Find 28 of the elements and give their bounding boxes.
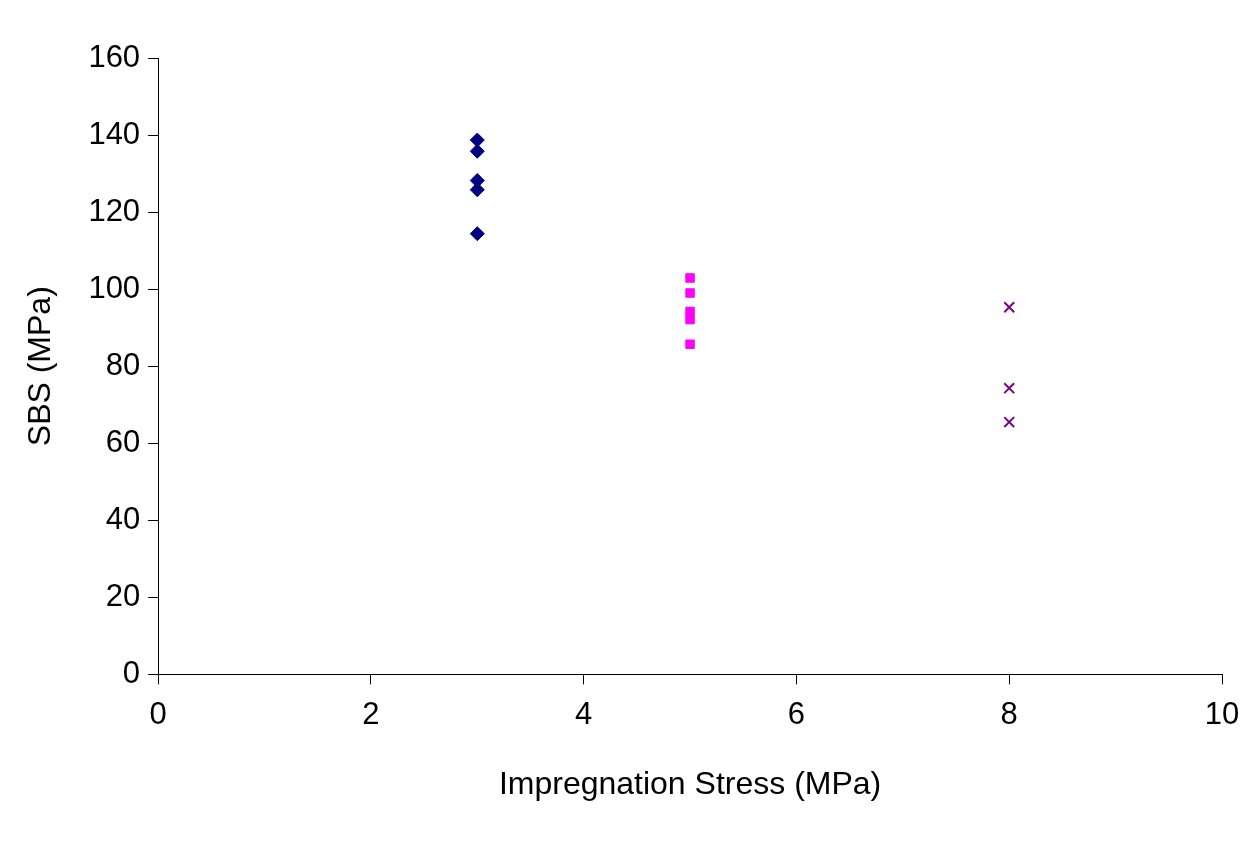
y-tick-label: 100: [88, 269, 141, 305]
y-tick-label: 0: [122, 654, 141, 690]
y-tick-label: 60: [105, 423, 141, 459]
y-tick-label: 140: [88, 115, 141, 151]
point: [1003, 301, 1016, 314]
point: [685, 288, 695, 298]
y-tick-label: 40: [105, 500, 141, 536]
x-tick-label: 6: [787, 695, 806, 731]
point: [685, 273, 695, 283]
x-tick-label: 8: [1000, 695, 1018, 731]
point: [685, 306, 695, 317]
point: [1003, 382, 1016, 395]
x-tick-label: 10: [1204, 695, 1240, 731]
point: [685, 339, 695, 349]
x-tick-label: 2: [362, 695, 380, 731]
y-tick-label: 160: [88, 38, 141, 74]
y-tick-label: 20: [105, 577, 141, 613]
point: [469, 143, 485, 159]
point: [469, 226, 485, 242]
y-tick-label: 80: [105, 346, 141, 382]
y-tick-label: 120: [88, 192, 141, 228]
point: [1003, 416, 1016, 429]
x-tick-label: 4: [575, 695, 593, 731]
y-axis-title: SBS (MPa): [21, 286, 58, 447]
x-tick-label: 0: [149, 695, 167, 731]
point: [469, 132, 485, 148]
x-axis-title: Impregnation Stress (MPa): [498, 764, 882, 801]
point: [685, 314, 695, 325]
